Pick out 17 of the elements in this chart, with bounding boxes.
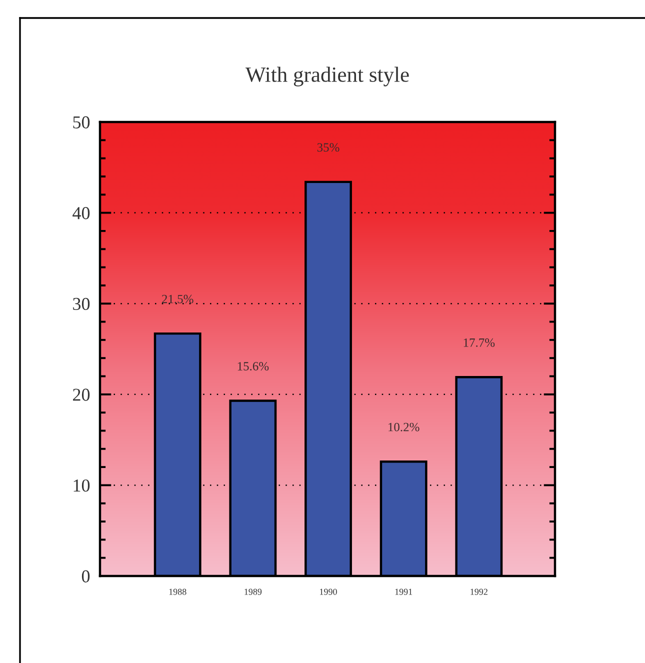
annotation: 21.5% bbox=[162, 294, 194, 304]
x-tick-label: 1990 bbox=[320, 588, 337, 595]
x-tick-label: 1992 bbox=[470, 588, 488, 595]
annotation: 10.2% bbox=[388, 422, 420, 432]
y-tick-label: 10 bbox=[74, 479, 90, 492]
annotation: 35% bbox=[317, 143, 340, 152]
x-tick-label: 1988 bbox=[169, 588, 186, 595]
annotation: 17.7% bbox=[464, 338, 495, 347]
y-tick-label: 50 bbox=[73, 116, 90, 128]
y-tick-label: 20 bbox=[73, 388, 90, 401]
chart-title: With gradient style bbox=[245, 66, 409, 86]
x-tick-label: 1991 bbox=[395, 588, 412, 595]
y-tick-label: 0 bbox=[82, 570, 90, 582]
annotation: 15.6% bbox=[238, 362, 269, 370]
y-tick-label: 30 bbox=[73, 298, 90, 310]
y-tick-label: 40 bbox=[72, 207, 90, 220]
x-tick-label: 1989 bbox=[244, 588, 262, 595]
